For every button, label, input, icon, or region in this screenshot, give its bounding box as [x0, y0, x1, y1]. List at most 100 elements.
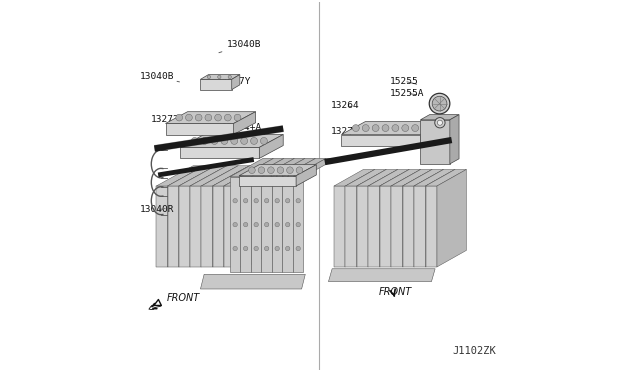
Polygon shape [346, 186, 357, 267]
Polygon shape [180, 135, 284, 147]
Circle shape [228, 75, 232, 78]
Polygon shape [420, 120, 450, 164]
Circle shape [429, 93, 450, 114]
Circle shape [382, 125, 389, 132]
Polygon shape [224, 166, 260, 267]
Polygon shape [357, 170, 397, 186]
Polygon shape [341, 135, 420, 145]
Polygon shape [200, 79, 232, 90]
Circle shape [243, 199, 248, 203]
Circle shape [285, 222, 290, 227]
Polygon shape [380, 186, 391, 267]
Polygon shape [202, 166, 238, 267]
Polygon shape [437, 170, 467, 267]
Polygon shape [241, 158, 284, 177]
Circle shape [277, 167, 284, 173]
Polygon shape [241, 177, 251, 272]
Polygon shape [156, 186, 168, 267]
Polygon shape [403, 170, 444, 186]
Polygon shape [414, 170, 444, 267]
Circle shape [258, 167, 265, 173]
Circle shape [225, 114, 231, 121]
Circle shape [218, 75, 221, 78]
Polygon shape [368, 170, 409, 186]
Polygon shape [212, 166, 250, 267]
Polygon shape [368, 186, 380, 267]
Circle shape [264, 246, 269, 251]
Circle shape [437, 120, 442, 125]
Polygon shape [234, 112, 255, 135]
Polygon shape [368, 170, 397, 267]
Polygon shape [230, 177, 241, 272]
Circle shape [353, 125, 359, 132]
Circle shape [392, 125, 399, 132]
Circle shape [285, 199, 290, 203]
Polygon shape [346, 170, 375, 267]
Polygon shape [179, 186, 190, 267]
Polygon shape [420, 122, 444, 145]
Polygon shape [190, 186, 202, 267]
Polygon shape [380, 170, 409, 267]
Circle shape [275, 246, 280, 251]
Circle shape [186, 114, 193, 121]
Circle shape [372, 125, 379, 132]
Text: FRONT: FRONT [166, 293, 200, 303]
Circle shape [205, 114, 212, 121]
Polygon shape [426, 170, 455, 267]
Polygon shape [391, 170, 420, 267]
Polygon shape [168, 186, 179, 267]
Text: 15255: 15255 [390, 77, 419, 86]
Text: 13040B: 13040B [140, 72, 179, 82]
Polygon shape [334, 186, 346, 267]
Polygon shape [261, 177, 272, 272]
Polygon shape [179, 166, 227, 186]
Polygon shape [180, 147, 259, 158]
Circle shape [296, 222, 300, 227]
Polygon shape [212, 166, 260, 186]
Polygon shape [293, 158, 337, 177]
Text: FRONT: FRONT [379, 286, 412, 296]
Polygon shape [224, 166, 272, 186]
Polygon shape [230, 158, 273, 177]
Circle shape [296, 246, 300, 251]
Text: 13270: 13270 [331, 127, 360, 136]
Polygon shape [190, 166, 238, 186]
Circle shape [296, 167, 303, 173]
Polygon shape [403, 170, 432, 267]
Polygon shape [232, 74, 240, 90]
Circle shape [268, 167, 275, 173]
Text: 13040B: 13040B [219, 40, 262, 53]
Polygon shape [272, 158, 316, 177]
Circle shape [287, 167, 293, 173]
Circle shape [241, 138, 248, 144]
Polygon shape [420, 115, 459, 120]
Polygon shape [200, 274, 305, 289]
Text: 14017Y: 14017Y [209, 77, 252, 86]
Polygon shape [235, 166, 284, 186]
Polygon shape [179, 166, 216, 267]
Polygon shape [202, 186, 212, 267]
Circle shape [234, 114, 241, 121]
Polygon shape [414, 186, 426, 267]
Circle shape [296, 199, 300, 203]
Polygon shape [450, 115, 459, 164]
Circle shape [254, 199, 259, 203]
Polygon shape [334, 170, 375, 186]
Circle shape [422, 125, 429, 132]
Circle shape [254, 222, 259, 227]
Circle shape [191, 138, 198, 144]
Circle shape [233, 246, 237, 251]
Text: J1102ZK: J1102ZK [452, 346, 496, 356]
Circle shape [211, 138, 218, 144]
Polygon shape [168, 166, 204, 267]
Circle shape [260, 138, 268, 144]
Text: 15255A: 15255A [390, 89, 424, 98]
Circle shape [243, 246, 248, 251]
Polygon shape [296, 165, 316, 186]
Circle shape [221, 138, 228, 144]
Polygon shape [168, 166, 216, 186]
Circle shape [362, 125, 369, 132]
Polygon shape [259, 135, 284, 158]
Polygon shape [212, 186, 224, 267]
Text: 13272N: 13272N [151, 115, 186, 124]
